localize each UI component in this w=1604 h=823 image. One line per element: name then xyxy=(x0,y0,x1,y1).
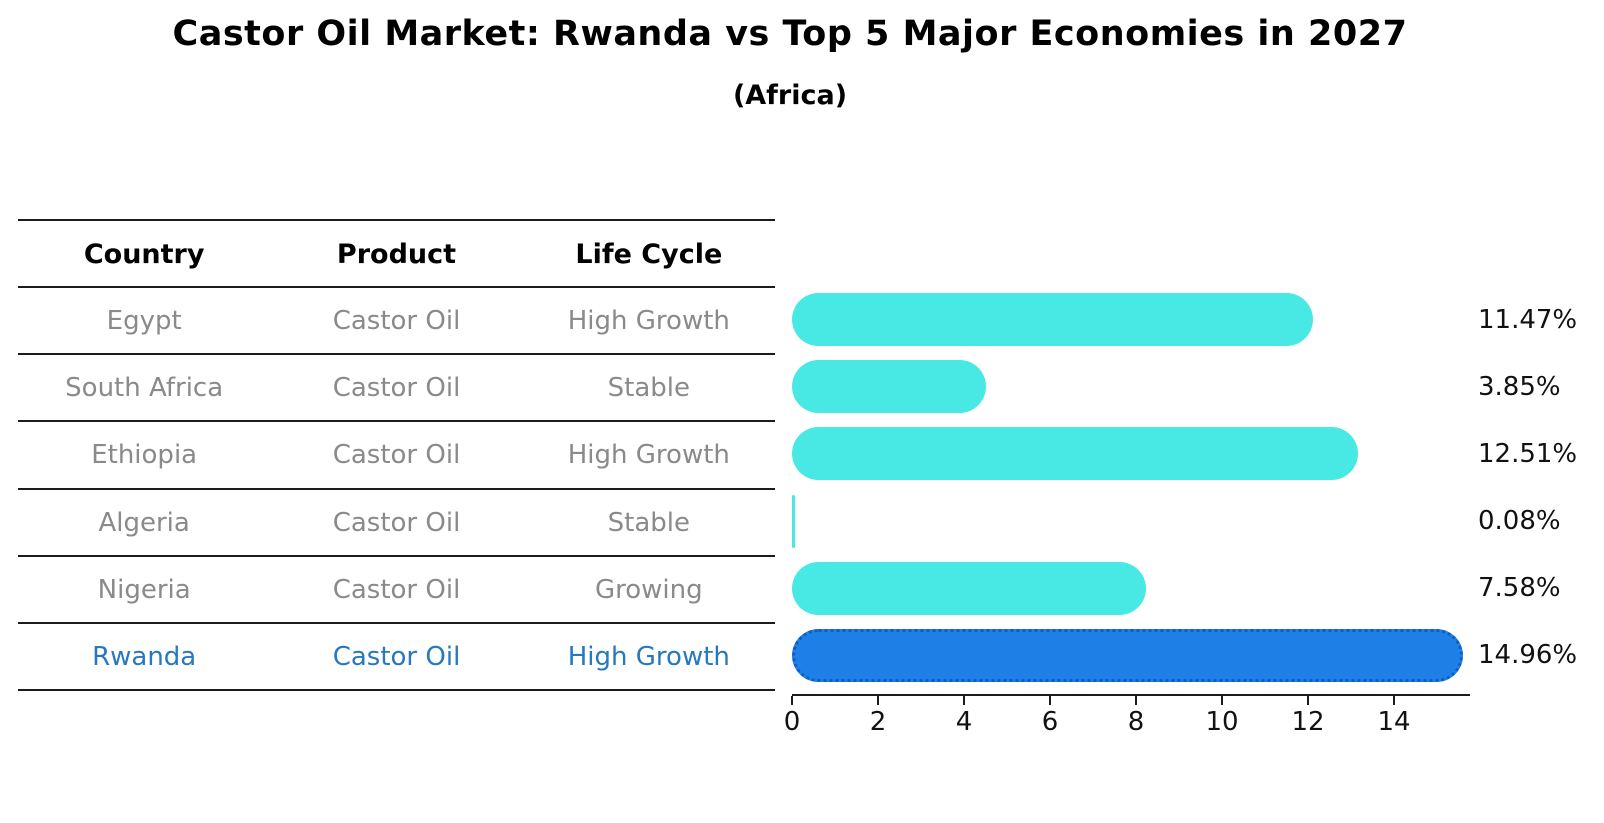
column-header-country: Country xyxy=(83,238,205,270)
column-header-product: Product xyxy=(336,238,457,270)
x-tick-label: 12 xyxy=(1291,707,1325,737)
x-axis-line xyxy=(792,694,1470,696)
x-tick-label: 8 xyxy=(1127,707,1145,737)
x-tick-label: 4 xyxy=(955,707,973,737)
bar-ethiopia xyxy=(792,427,1358,481)
table-cell-product: Castor Oil xyxy=(332,373,461,404)
x-tick-mark xyxy=(1221,696,1223,705)
table-row: Egypt Castor Oil High Growth xyxy=(18,286,775,354)
bar-algeria xyxy=(792,494,796,548)
x-tick-label: 0 xyxy=(783,707,801,737)
bar-rwanda xyxy=(792,628,1464,682)
table-cell-country: Ethiopia xyxy=(91,440,198,471)
table-row: Ethiopia Castor Oil High Growth xyxy=(18,420,775,488)
bar-south-africa xyxy=(792,360,986,414)
table-bottom-line xyxy=(18,689,775,691)
table-cell-life-cycle: Growing xyxy=(594,574,703,605)
table-cell-life-cycle: Stable xyxy=(607,373,690,404)
table-row: Algeria Castor Oil Stable xyxy=(18,487,775,556)
value-label: 0.08% xyxy=(1478,506,1561,537)
chart-title: Castor Oil Market: Rwanda vs Top 5 Major… xyxy=(172,14,1408,54)
table-row: Rwanda Castor Oil High Growth xyxy=(18,621,775,690)
table-cell-life-cycle: High Growth xyxy=(567,440,730,471)
column-header-life-cycle: Life Cycle xyxy=(575,238,723,270)
value-label: 12.51% xyxy=(1478,438,1578,469)
table-row: Nigeria Castor Oil Growing xyxy=(18,554,775,623)
value-label: 11.47% xyxy=(1478,304,1578,335)
table-cell-country: Nigeria xyxy=(97,574,191,605)
x-tick-mark xyxy=(1049,696,1051,705)
table-cell-life-cycle: Stable xyxy=(607,507,690,538)
table-cell-product: Castor Oil xyxy=(332,306,461,337)
x-tick-mark xyxy=(1307,696,1309,705)
table-cell-product: Castor Oil xyxy=(332,574,461,605)
value-label: 7.58% xyxy=(1478,573,1561,604)
x-tick-mark xyxy=(1135,696,1137,705)
x-tick-mark xyxy=(877,696,879,705)
table-cell-country: South Africa xyxy=(65,373,224,404)
x-tick-mark xyxy=(963,696,965,705)
table-cell-life-cycle: High Growth xyxy=(567,306,730,337)
bar-nigeria xyxy=(792,561,1146,615)
table-cell-country: Egypt xyxy=(106,306,182,337)
x-tick-label: 14 xyxy=(1377,707,1411,737)
x-tick-mark xyxy=(791,696,793,705)
table-cell-life-cycle: High Growth xyxy=(567,641,730,672)
table-cell-country: Rwanda xyxy=(92,641,197,672)
table-cell-product: Castor Oil xyxy=(332,641,461,672)
table-row: South Africa Castor Oil Stable xyxy=(18,353,775,421)
x-tick-label: 6 xyxy=(1041,707,1059,737)
x-tick-mark xyxy=(1393,696,1395,705)
chart-subtitle: (Africa) xyxy=(732,80,848,111)
x-tick-label: 10 xyxy=(1205,707,1239,737)
value-label: 3.85% xyxy=(1478,371,1561,402)
table-cell-product: Castor Oil xyxy=(332,507,461,538)
table-cell-country: Algeria xyxy=(98,507,190,538)
table-header-row: Country Product Life Cycle xyxy=(18,219,775,287)
bar-egypt xyxy=(792,293,1314,347)
x-tick-label: 2 xyxy=(869,707,887,737)
value-label: 14.96% xyxy=(1478,640,1578,671)
table-cell-product: Castor Oil xyxy=(332,440,461,471)
